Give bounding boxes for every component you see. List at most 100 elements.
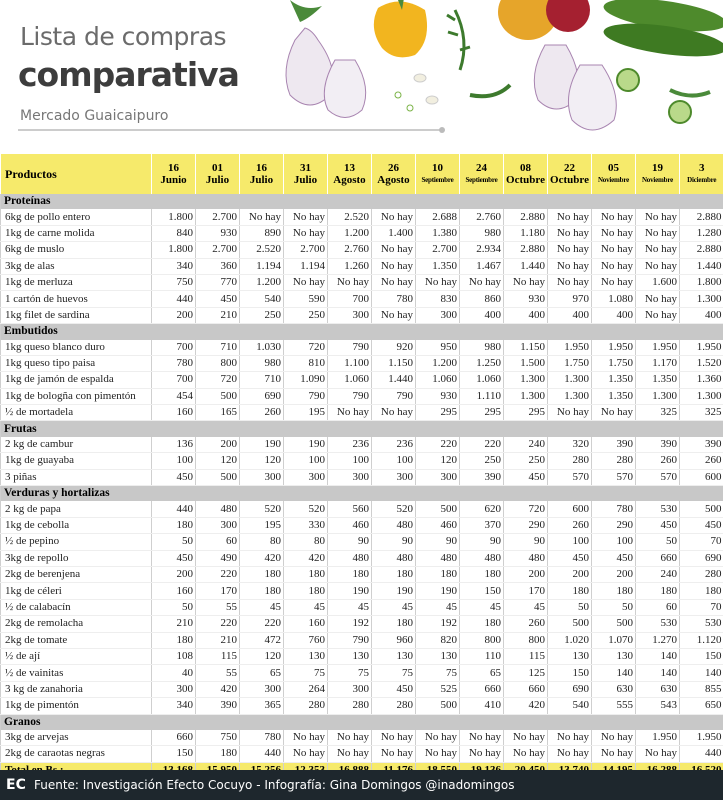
price: 330 <box>283 517 328 535</box>
price: 710 <box>239 371 284 389</box>
price: 480 <box>503 550 548 567</box>
missing-price: No hay <box>635 307 680 325</box>
price: 790 <box>283 388 328 406</box>
date-month: Octubre <box>506 174 545 186</box>
item-row: 3 piñas 450 500 300 300 300 300 300 390 450 570 570… <box>0 469 723 487</box>
item-row: 1kg de guayaba 100 120 120 100 100 100 120 250 25… <box>0 452 723 470</box>
red-onion <box>546 0 590 32</box>
product-name: 1kg de céleri <box>0 582 152 600</box>
price: 830 <box>415 290 460 308</box>
price: 2.700 <box>195 241 240 259</box>
price: 1.194 <box>283 258 328 275</box>
price: 2.520 <box>239 241 284 259</box>
price: 140 <box>591 664 636 682</box>
product-name: 1kg de pimentón <box>0 697 152 715</box>
item-row: 3kg de repollo 450 490 420 420 480 480 480 480 48… <box>0 550 723 567</box>
price: 110 <box>459 648 504 666</box>
price: 1.950 <box>635 339 680 356</box>
price: 180 <box>195 745 240 763</box>
price: 390 <box>459 469 504 487</box>
price: 1.467 <box>459 258 504 275</box>
price: 760 <box>283 632 328 649</box>
item-row: 2kg de caraotas negras 150 180 440 No hay No … <box>0 745 723 763</box>
price: 165 <box>195 404 240 422</box>
item-row: ½ de vainitas 40 55 65 75 75 75 75 65 125 150 140 14… <box>0 664 723 682</box>
price: 236 <box>327 436 372 454</box>
price: 780 <box>151 355 196 373</box>
price: 420 <box>503 697 548 715</box>
date-month: Noviembre <box>597 176 630 184</box>
price: 140 <box>635 648 680 666</box>
price: 530 <box>635 615 680 633</box>
date-day: 22 <box>564 162 575 174</box>
price: 200 <box>591 566 636 584</box>
missing-price: No hay <box>371 745 416 763</box>
missing-price: No hay <box>283 729 328 747</box>
missing-price: No hay <box>459 729 504 747</box>
missing-price: No hay <box>503 745 548 763</box>
product-name: 3kg de alas <box>0 258 152 275</box>
item-row: ½ de calabacín 50 55 45 45 45 45 45 45 45 50 50 60 70 <box>0 599 723 617</box>
price: 240 <box>635 566 680 584</box>
price: 300 <box>327 469 372 487</box>
missing-price: No hay <box>635 290 680 308</box>
product-name: ½ de ají <box>0 648 152 666</box>
price-table: Productos 16 Junio 01 Julio 16 Julio 31 Julio 13 A… <box>0 154 723 795</box>
price: 236 <box>371 436 416 454</box>
price: 115 <box>503 648 548 666</box>
price: 450 <box>151 550 196 567</box>
pepper <box>373 1 428 58</box>
product-name: 2kg de remolacha <box>0 615 152 633</box>
price: 300 <box>327 307 372 325</box>
section-title: Embutidos <box>0 323 723 340</box>
item-row: 2 kg de cambur 136 200 190 190 236 236 220 220 24… <box>0 436 723 454</box>
section-title: Granos <box>0 714 723 730</box>
garlic-clove <box>413 73 427 83</box>
missing-price: No hay <box>327 745 372 763</box>
price: 120 <box>239 452 284 470</box>
date-month: Julio <box>249 174 274 186</box>
price: 45 <box>415 599 460 617</box>
price: 300 <box>283 469 328 487</box>
price: 1.200 <box>327 225 372 243</box>
price: 150 <box>459 582 504 600</box>
price: 136 <box>151 436 196 454</box>
price: 590 <box>283 290 328 308</box>
price: 1.750 <box>591 355 636 373</box>
price: 700 <box>151 339 196 356</box>
header-row: Productos 16 Junio 01 Julio 16 Julio 31 Julio 13 A… <box>0 154 723 194</box>
price: 190 <box>327 582 372 600</box>
price: 410 <box>459 697 504 715</box>
price: 130 <box>327 648 372 666</box>
price: 720 <box>503 501 548 518</box>
date-day: 16 <box>168 162 179 174</box>
price: 570 <box>547 469 592 487</box>
price: 170 <box>503 582 548 600</box>
price: 325 <box>679 404 723 422</box>
price: 2.688 <box>415 209 460 226</box>
garlic <box>323 59 367 118</box>
price: 2.700 <box>283 241 328 259</box>
price: 220 <box>195 566 240 584</box>
onion-ring <box>394 91 402 99</box>
price: 980 <box>239 355 284 373</box>
price: 1.080 <box>591 290 636 308</box>
price: 130 <box>547 648 592 666</box>
price: 60 <box>635 599 680 617</box>
price: 555 <box>591 697 636 715</box>
price: 660 <box>635 550 680 567</box>
price: 790 <box>327 339 372 356</box>
price: 1.280 <box>679 225 723 243</box>
price: 630 <box>635 681 680 699</box>
price: 65 <box>239 664 284 682</box>
price: 2.880 <box>679 241 723 259</box>
price: 540 <box>239 290 284 308</box>
garlic <box>567 64 617 131</box>
price: 120 <box>195 452 240 470</box>
price: 240 <box>503 436 548 454</box>
price: 1.120 <box>679 632 723 649</box>
missing-price: No hay <box>547 274 592 292</box>
price: 1.440 <box>679 258 723 275</box>
price: 2.700 <box>415 241 460 259</box>
missing-price: No hay <box>459 274 504 292</box>
